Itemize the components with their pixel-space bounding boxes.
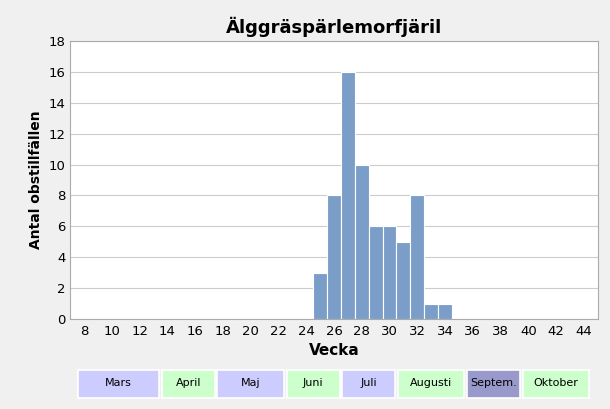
FancyBboxPatch shape (79, 370, 159, 398)
Bar (368, 226, 382, 319)
FancyBboxPatch shape (398, 370, 464, 398)
Text: Oktober: Oktober (534, 378, 578, 389)
Text: Juni: Juni (303, 378, 323, 389)
FancyBboxPatch shape (162, 370, 215, 398)
Bar (382, 226, 397, 319)
Text: Augusti: Augusti (410, 378, 452, 389)
Text: Maj: Maj (241, 378, 260, 389)
FancyBboxPatch shape (467, 370, 520, 398)
Bar (313, 273, 327, 319)
Y-axis label: Antal obstillfällen: Antal obstillfällen (29, 111, 43, 249)
Bar (355, 164, 368, 319)
Text: Mars: Mars (106, 378, 132, 389)
FancyBboxPatch shape (342, 370, 395, 398)
Text: April: April (176, 378, 201, 389)
Text: Juli: Juli (361, 378, 377, 389)
Bar (411, 196, 424, 319)
Bar (396, 242, 411, 319)
FancyBboxPatch shape (217, 370, 284, 398)
FancyBboxPatch shape (287, 370, 340, 398)
Text: Septem.: Septem. (470, 378, 517, 389)
Bar (438, 303, 452, 319)
Bar (341, 72, 355, 319)
X-axis label: Vecka: Vecka (309, 343, 359, 358)
Title: Älggräspärlemorfjäril: Älggräspärlemorfjäril (226, 16, 442, 36)
Bar (424, 303, 438, 319)
Bar (327, 196, 341, 319)
FancyBboxPatch shape (523, 370, 589, 398)
